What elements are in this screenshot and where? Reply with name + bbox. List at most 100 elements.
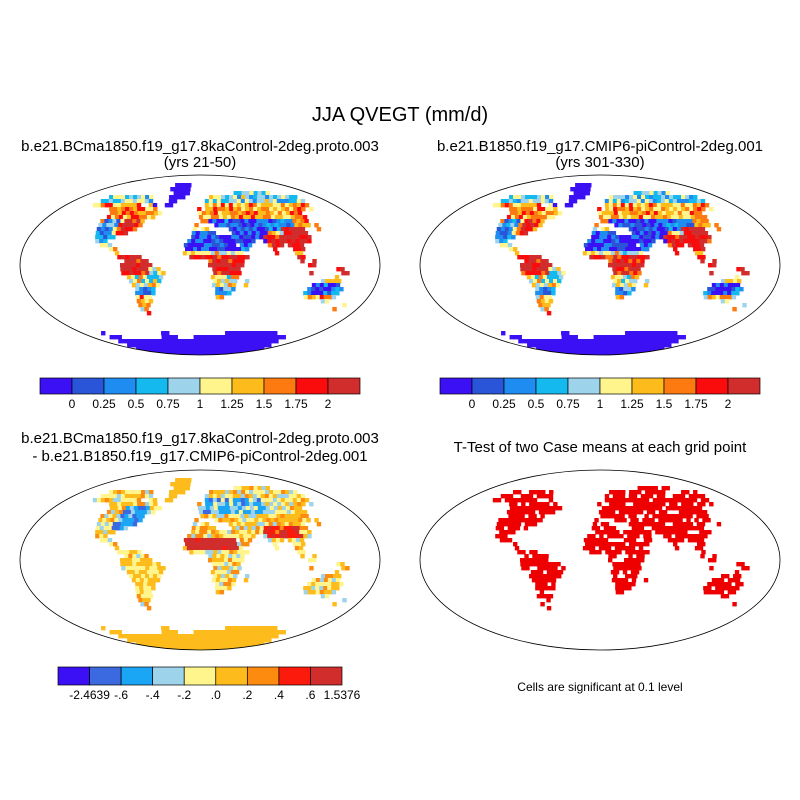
- grid-cell: [536, 562, 540, 566]
- grid-cell: [242, 630, 246, 634]
- grid-cell: [626, 223, 630, 227]
- grid-cell: [623, 291, 627, 295]
- grid-cell: [521, 255, 525, 259]
- grid-cell: [219, 239, 223, 243]
- grid-cell: [187, 183, 191, 187]
- grid-cell: [223, 343, 227, 347]
- grid-cell: [246, 634, 250, 638]
- grid-cell: [233, 207, 237, 211]
- grid-cell: [663, 343, 667, 347]
- grid-cell: [117, 207, 121, 211]
- grid-cell: [122, 634, 126, 638]
- grid-cell: [289, 203, 293, 207]
- grid-cell: [529, 195, 533, 199]
- grid-cell: [703, 530, 707, 534]
- grid-cell: [332, 307, 336, 311]
- grid-cell: [674, 223, 678, 227]
- grid-cell: [697, 203, 701, 207]
- grid-cell: [307, 582, 311, 586]
- grid-cell: [320, 590, 324, 594]
- grid-cell: [105, 227, 109, 231]
- grid-cell: [228, 554, 232, 558]
- grid-cell: [533, 550, 537, 554]
- grid-cell: [270, 630, 274, 634]
- grid-cell: [667, 239, 671, 243]
- grid-cell: [696, 231, 700, 235]
- grid-cell: [262, 634, 266, 638]
- grid-cell: [632, 267, 636, 271]
- grid-cell: [224, 558, 228, 562]
- grid-cell: [669, 227, 673, 231]
- grid-cell: [205, 494, 209, 498]
- grid-cell: [613, 574, 617, 578]
- grid-cell: [252, 219, 256, 223]
- grid-cell: [191, 530, 195, 534]
- grid-cell: [515, 546, 519, 550]
- grid-cell: [179, 183, 183, 187]
- grid-cell: [689, 203, 693, 207]
- grid-cell: [676, 243, 680, 247]
- grid-cell: [654, 339, 658, 343]
- grid-cell: [153, 207, 157, 211]
- grid-cell: [225, 247, 229, 251]
- grid-cell: [152, 562, 156, 566]
- grid-cell: [233, 502, 237, 506]
- grid-cell: [645, 502, 649, 506]
- grid-cell: [229, 498, 233, 502]
- grid-cell: [559, 570, 563, 574]
- grid-cell: [547, 291, 551, 295]
- grid-cell: [290, 223, 294, 227]
- grid-cell: [595, 343, 599, 347]
- grid-cell: [690, 211, 694, 215]
- grid-cell: [520, 514, 524, 518]
- grid-cell: [653, 522, 657, 526]
- grid-cell: [625, 199, 629, 203]
- grid-cell: [503, 534, 507, 538]
- grid-cell: [595, 530, 599, 534]
- grid-cell: [675, 534, 679, 538]
- grid-cell: [238, 634, 242, 638]
- grid-cell: [237, 542, 241, 546]
- grid-cell: [596, 526, 600, 530]
- grid-cell: [138, 598, 142, 602]
- grid-cell: [207, 239, 211, 243]
- grid-cell: [665, 203, 669, 207]
- grid-cell: [541, 299, 545, 303]
- grid-cell: [575, 183, 579, 187]
- grid-cell: [622, 339, 626, 343]
- grid-cell: [628, 558, 632, 562]
- grid-cell: [540, 263, 544, 267]
- panel-2-colorbar: 00.250.50.7511.251.51.752: [440, 378, 760, 411]
- grid-cell: [96, 231, 100, 235]
- grid-cell: [638, 191, 642, 195]
- grid-cell: [197, 255, 201, 259]
- grid-cell: [518, 518, 522, 522]
- grid-cell: [320, 283, 324, 287]
- grid-cell: [301, 542, 305, 546]
- grid-cell: [170, 634, 174, 638]
- grid-cell: [505, 199, 509, 203]
- grid-cell: [677, 494, 681, 498]
- grid-cell: [245, 195, 249, 199]
- grid-cell: [140, 562, 144, 566]
- grid-cell: [716, 283, 720, 287]
- grid-cell: [648, 538, 652, 542]
- grid-cell: [543, 291, 547, 295]
- grid-cell: [144, 554, 148, 558]
- grid-cell: [220, 295, 224, 299]
- colorbar-tick-label: -2.4639: [69, 688, 110, 702]
- grid-cell: [195, 530, 199, 534]
- grid-cell: [148, 295, 152, 299]
- grid-cell: [272, 514, 276, 518]
- grid-cell: [133, 498, 137, 502]
- grid-cell: [623, 586, 627, 590]
- grid-cell: [231, 582, 235, 586]
- grid-cell: [196, 538, 200, 542]
- grid-cell: [205, 207, 209, 211]
- grid-cell: [237, 498, 241, 502]
- grid-cell: [505, 522, 509, 526]
- grid-cell: [300, 259, 304, 263]
- grid-cell: [169, 498, 173, 502]
- grid-cell: [629, 203, 633, 207]
- grid-cell: [276, 219, 280, 223]
